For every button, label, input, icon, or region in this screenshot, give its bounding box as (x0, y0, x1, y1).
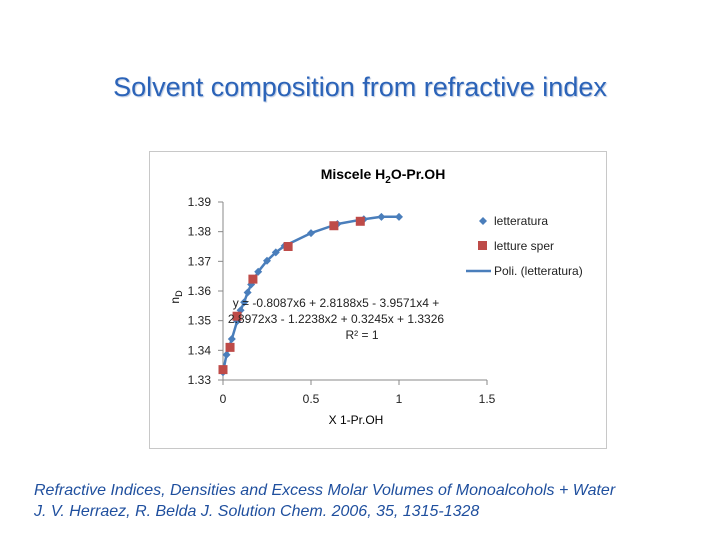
chart-title: Miscele H2O-Pr.OH (321, 166, 446, 186)
point-letture-sper (248, 274, 258, 284)
legend-label-poli: Poli. (letteratura) (494, 264, 583, 278)
legend-marker-square (478, 241, 487, 250)
point-letteratura (222, 350, 231, 359)
x-axis: 0 0.5 1 1.5 (220, 379, 496, 406)
point-letteratura (307, 229, 315, 238)
chart-title-prefix: Miscele H (321, 166, 386, 182)
point-letteratura (395, 212, 403, 221)
legend-label-letture-sper: letture sper (494, 239, 554, 253)
chart-title-suffix: O-Pr.OH (391, 166, 445, 182)
point-letture-sper (355, 216, 365, 226)
point-letture-sper (283, 242, 293, 251)
point-letteratura (243, 288, 252, 297)
legend-item-poli: Poli. (letteratura) (466, 264, 583, 278)
point-letteratura (263, 256, 271, 265)
fit-equation-line-3: R² = 1 (345, 328, 378, 342)
y-tick-label: 1.34 (188, 343, 212, 357)
fit-equation-line-1: y = -0.8087x6 + 2.8188x5 - 3.9571x4 + (233, 296, 439, 310)
legend: letteratura letture sper Poli. (letterat… (466, 214, 583, 278)
chart-title-subscript: 2 (385, 175, 391, 186)
legend-item-letture-sper: letture sper (478, 239, 554, 253)
point-letteratura (240, 298, 249, 307)
plot-layer (218, 212, 403, 377)
point-letture-sper (218, 365, 228, 375)
x-tick-label: 0.5 (303, 392, 320, 406)
refractive-index-chart: Miscele H2O-Pr.OH 1.331.341.351.361.371.… (168, 166, 583, 427)
fit-equation: y = -0.8087x6 + 2.8188x5 - 3.9571x4 + 2.… (228, 296, 445, 342)
y-axis: 1.33 1.34 1.35 1.36 1.37 1.38 1.39 (188, 195, 224, 387)
y-tick-label: 1.38 (188, 225, 212, 239)
y-axis-title-subscript: D (174, 290, 184, 297)
y-axis-title-main: n (168, 297, 182, 304)
point-letteratura (271, 248, 280, 257)
point-letteratura (254, 267, 263, 276)
x-axis-title: X 1-Pr.OH (329, 413, 384, 427)
y-tick-label: 1.36 (188, 284, 212, 298)
point-letteratura (227, 335, 236, 344)
legend-item-letteratura: letteratura (479, 214, 548, 228)
y-tick-label: 1.39 (188, 195, 212, 209)
citation-caption: Refractive Indices, Densities and Excess… (34, 480, 714, 522)
fit-equation-line-2: 2.8972x3 - 1.2238x2 + 0.3245x + 1.3326 (228, 312, 445, 326)
chart-area: Miscele H2O-Pr.OH 1.33 1.34 1.35 1.36 1.37 1.… (149, 151, 607, 449)
point-letture-sper (329, 221, 339, 231)
point-letture-sper (232, 311, 242, 321)
point-letture-sper (225, 342, 235, 352)
x-tick-label: 1.5 (479, 392, 496, 406)
citation-authors: J. V. Herraez, R. Belda J. Solution Chem… (34, 503, 480, 520)
legend-marker-diamond (479, 217, 487, 225)
point-letteratura (377, 212, 386, 221)
y-tick-label: 1.35 (188, 314, 212, 328)
y-axis-title: nD (168, 290, 184, 304)
y-tick-label: 1.33 (188, 373, 212, 387)
x-tick-label: 1 (396, 392, 403, 406)
y-tick-label: 1.37 (188, 254, 212, 268)
x-tick-label: 0 (220, 392, 227, 406)
slide-title: Solvent composition from refractive inde… (113, 72, 607, 102)
citation-title: Refractive Indices, Densities and Excess… (34, 482, 616, 499)
legend-label-letteratura: letteratura (494, 214, 548, 228)
